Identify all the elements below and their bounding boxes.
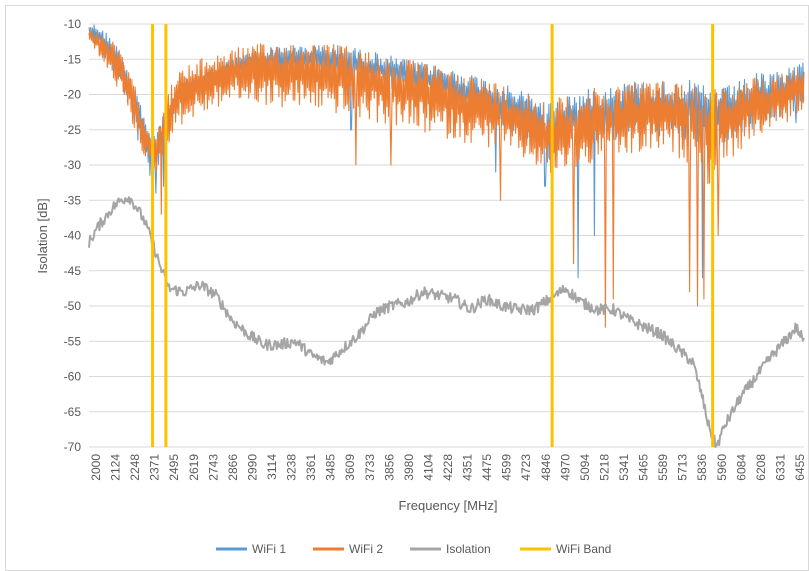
y-tick-label: -45 bbox=[64, 264, 82, 278]
x-tick-label: 5465 bbox=[637, 454, 651, 481]
legend: WiFi 1 WiFi 2 Isolation WiFi Band bbox=[216, 542, 611, 556]
y-tick-label: -20 bbox=[64, 88, 82, 102]
grid-layer bbox=[5, 5, 809, 571]
x-tick-label: 3485 bbox=[324, 454, 338, 481]
x-tick-label: 3238 bbox=[285, 454, 299, 481]
x-tick-label: 2124 bbox=[109, 454, 123, 481]
x-tick-label: 4846 bbox=[539, 454, 553, 481]
x-tick-label: 5713 bbox=[676, 454, 690, 481]
x-tick-label: 2866 bbox=[226, 454, 240, 481]
x-tick-label: 2000 bbox=[89, 454, 103, 481]
x-tick-label: 3361 bbox=[304, 454, 318, 481]
x-tick-label: 5218 bbox=[597, 454, 611, 481]
x-tick-label: 5341 bbox=[617, 454, 631, 481]
series-wifi2-line bbox=[88, 28, 805, 328]
x-tick-label: 2248 bbox=[128, 454, 142, 481]
legend-item-wifi-band: WiFi Band bbox=[520, 542, 611, 556]
x-tick-label: 6455 bbox=[793, 454, 807, 481]
x-tick-label: 5589 bbox=[656, 454, 670, 481]
legend-label-wifi1: WiFi 1 bbox=[252, 542, 286, 556]
x-tick-label: 2990 bbox=[245, 454, 259, 481]
y-tick-label: -70 bbox=[64, 440, 82, 454]
legend-item-isolation: Isolation bbox=[410, 542, 491, 556]
x-tick-label: 2743 bbox=[206, 454, 220, 481]
x-tick-label: 2495 bbox=[167, 454, 181, 481]
x-tick-label: 3856 bbox=[382, 454, 396, 481]
x-tick-label: 3114 bbox=[265, 454, 279, 480]
x-tick-label: 5960 bbox=[715, 454, 729, 481]
x-tick-label: 3980 bbox=[402, 454, 416, 481]
x-tick-label: 4351 bbox=[461, 454, 475, 481]
x-tick-label: 4475 bbox=[480, 454, 494, 481]
x-tick-label: 4723 bbox=[519, 454, 533, 481]
series-layer bbox=[88, 24, 805, 448]
y-tick-label: -60 bbox=[64, 370, 82, 384]
legend-label-wifi2: WiFi 2 bbox=[349, 542, 383, 556]
x-tick-label: 2371 bbox=[148, 454, 162, 481]
y-tick-label: -65 bbox=[64, 405, 82, 419]
x-tick-label: 4970 bbox=[558, 454, 572, 481]
series-isolation-line bbox=[88, 196, 805, 448]
x-tick-label: 4228 bbox=[441, 454, 455, 481]
x-tick-label: 4104 bbox=[421, 454, 435, 481]
y-tick-label: -35 bbox=[64, 193, 82, 207]
y-tick-label: -15 bbox=[64, 52, 82, 66]
x-tick-label: 2619 bbox=[187, 454, 201, 481]
x-tick-label: 3609 bbox=[343, 454, 357, 481]
legend-item-wifi1: WiFi 1 bbox=[216, 542, 286, 556]
legend-item-wifi2: WiFi 2 bbox=[313, 542, 383, 556]
y-tick-label: -30 bbox=[64, 158, 82, 172]
x-axis-title: Frequency [MHz] bbox=[399, 498, 498, 513]
y-tick-label: -25 bbox=[64, 123, 82, 137]
y-tick-label: -55 bbox=[64, 334, 82, 348]
x-tick-label: 4599 bbox=[500, 454, 514, 481]
legend-label-wifi-band: WiFi Band bbox=[556, 542, 611, 556]
y-axis-title: Isolation [dB] bbox=[35, 198, 50, 273]
legend-label-isolation: Isolation bbox=[446, 542, 491, 556]
x-tick-label: 6084 bbox=[734, 454, 748, 481]
y-tick-label: -10 bbox=[64, 17, 82, 31]
y-tick-label: -40 bbox=[64, 229, 82, 243]
x-tick-label: 6331 bbox=[773, 454, 787, 481]
axis-layer: -10 -15 -20 -25 -30 -35 -40 -45 -50 -55 -60 -65 -70 2… bbox=[64, 17, 807, 481]
x-tick-label: 5094 bbox=[578, 454, 592, 481]
x-tick-label: 5836 bbox=[695, 454, 709, 481]
y-tick-label: -50 bbox=[64, 299, 82, 313]
x-tick-label: 3733 bbox=[363, 454, 377, 481]
x-tick-label: 6208 bbox=[754, 454, 768, 481]
